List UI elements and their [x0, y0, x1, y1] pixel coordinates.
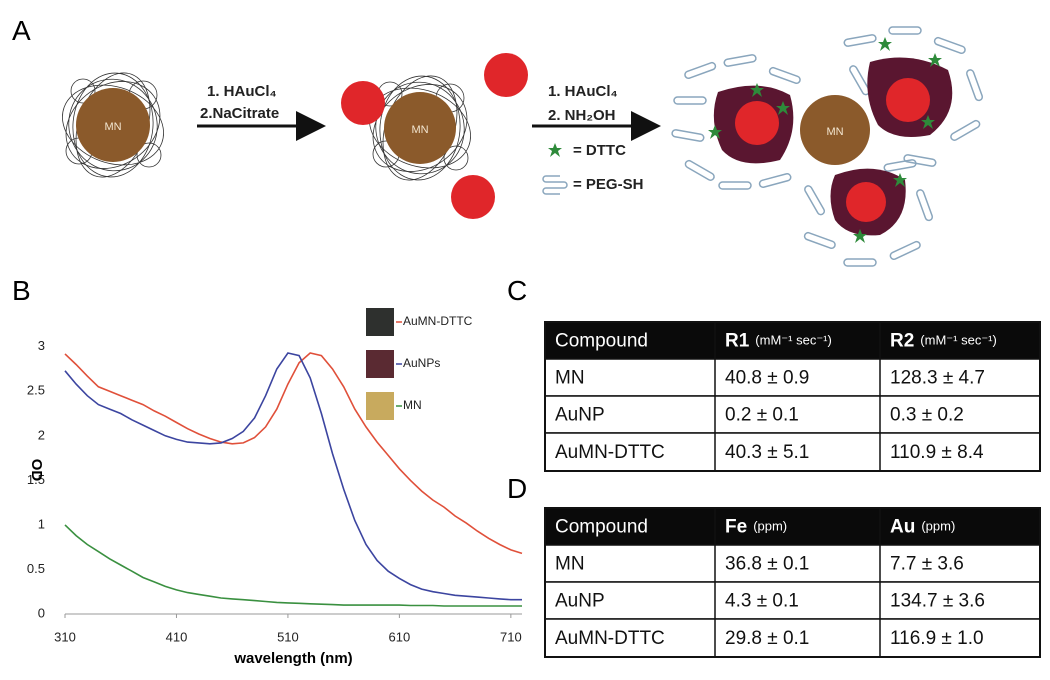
cell: 134.7 ± 3.6 [890, 591, 985, 612]
cell: 128.3 ± 4.7 [890, 368, 985, 389]
step-text: 2.NaCitrate [200, 105, 279, 122]
header-unit: (ppm) [753, 519, 787, 534]
header-text: Au [890, 517, 915, 538]
step-text: 1. HAuCl₄ [207, 83, 277, 100]
legend-swatch [366, 308, 394, 336]
table-header-bg [545, 322, 1040, 359]
cell: AuNP [555, 591, 605, 612]
data-line [64, 524, 522, 607]
x-tick-label: 410 [166, 629, 188, 644]
header-text: Compound [555, 517, 648, 538]
cell: MN [555, 554, 585, 575]
y-tick-label: 2.5 [27, 383, 45, 398]
header-text: Compound [555, 331, 648, 352]
header-cell: Compound [555, 331, 648, 352]
step-text: 1. HAuCl₄ [548, 83, 618, 100]
table-row [544, 432, 1041, 472]
panel-label: D [507, 473, 527, 504]
cell: 110.9 ± 8.4 [890, 442, 984, 463]
table-border [544, 507, 1041, 658]
header-cell: R2 (mM⁻¹ sec⁻¹) [890, 331, 997, 352]
cell: 0.3 ± 0.2 [890, 405, 964, 426]
cell: 116.9 ± 1.0 [890, 628, 984, 649]
x-tick-label: 510 [277, 629, 299, 644]
cell: 36.8 ± 0.1 [725, 554, 809, 575]
header-unit: (mM⁻¹ sec⁻¹) [755, 333, 832, 348]
legend-swatch [366, 350, 394, 378]
product-particle: MN [670, 26, 985, 267]
y-tick-label: 2 [38, 427, 45, 442]
y-tick-label: 0 [38, 605, 45, 620]
mn-particle: MN [48, 62, 178, 188]
cell: AuMN-DTTC [555, 442, 665, 463]
y-tick-label: 1 [38, 516, 45, 531]
x-tick-label: 610 [389, 629, 411, 644]
header-cell: R1 (mM⁻¹ sec⁻¹) [725, 331, 832, 352]
x-axis-label: wavelength (nm) [233, 650, 352, 667]
table: Compound Fe (ppm) Au (ppm) MN 36.8 ± 0.1 7.7 ± … [544, 507, 1041, 658]
legend-label: AuMN-DTTC [403, 314, 473, 328]
cell: 7.7 ± 3.6 [890, 554, 964, 575]
table: Compound R1 (mM⁻¹ sec⁻¹) R2 (mM⁻¹ sec⁻¹) MN 40… [544, 321, 1041, 472]
y-axis-label: OD [28, 459, 45, 482]
header-cell: Au (ppm) [890, 517, 955, 538]
seeded-particle: MN [341, 53, 528, 219]
legend-label: AuNPs [403, 356, 440, 370]
header-unit: (mM⁻¹ sec⁻¹) [920, 333, 997, 348]
legend-text: = PEG-SH [573, 176, 643, 193]
y-tick-label: 1.5 [27, 472, 45, 487]
core-label: MN [104, 121, 121, 133]
cell: 40.3 ± 5.1 [725, 442, 809, 463]
peg-icon [542, 175, 568, 195]
cell: AuMN-DTTC [555, 628, 665, 649]
panel-label: C [507, 275, 527, 306]
core-label: MN [826, 126, 843, 138]
table-header-bg [545, 508, 1040, 545]
data-line [64, 352, 523, 555]
y-tick-label: 3 [38, 338, 45, 353]
core-label: MN [411, 124, 428, 136]
cell: 29.8 ± 0.1 [725, 628, 809, 649]
panel-label: B [12, 275, 31, 306]
x-tick-label: 710 [500, 629, 522, 644]
panel-label: A [12, 15, 31, 46]
legend-label: MN [403, 398, 422, 412]
cell: AuNP [555, 405, 605, 426]
legend-text: = DTTC [573, 142, 626, 159]
header-text: R1 [725, 331, 750, 352]
cell: 0.2 ± 0.1 [725, 405, 799, 426]
cell: MN [555, 368, 585, 389]
dttc-icon [548, 143, 562, 157]
y-tick-label: 0.5 [27, 561, 45, 576]
step-text: 2. NH₂OH [548, 107, 616, 124]
cell: 40.8 ± 0.9 [725, 368, 809, 389]
header-text: Fe [725, 517, 747, 538]
chart: 0 0.5 1 1.5 2 2.5 3 310 410 510 610 710 wavelength (… [27, 308, 523, 667]
header-text: R2 [890, 331, 914, 352]
data-line [64, 352, 522, 601]
x-tick-label: 310 [54, 629, 76, 644]
header-unit: (ppm) [921, 519, 955, 534]
cell: 4.3 ± 0.1 [725, 591, 799, 612]
table-row [544, 581, 1041, 620]
header-cell: Compound [555, 517, 648, 538]
legend-swatch [366, 392, 394, 420]
header-cell: Fe (ppm) [725, 517, 787, 538]
table-border [544, 321, 1041, 472]
table-row [544, 618, 1041, 658]
